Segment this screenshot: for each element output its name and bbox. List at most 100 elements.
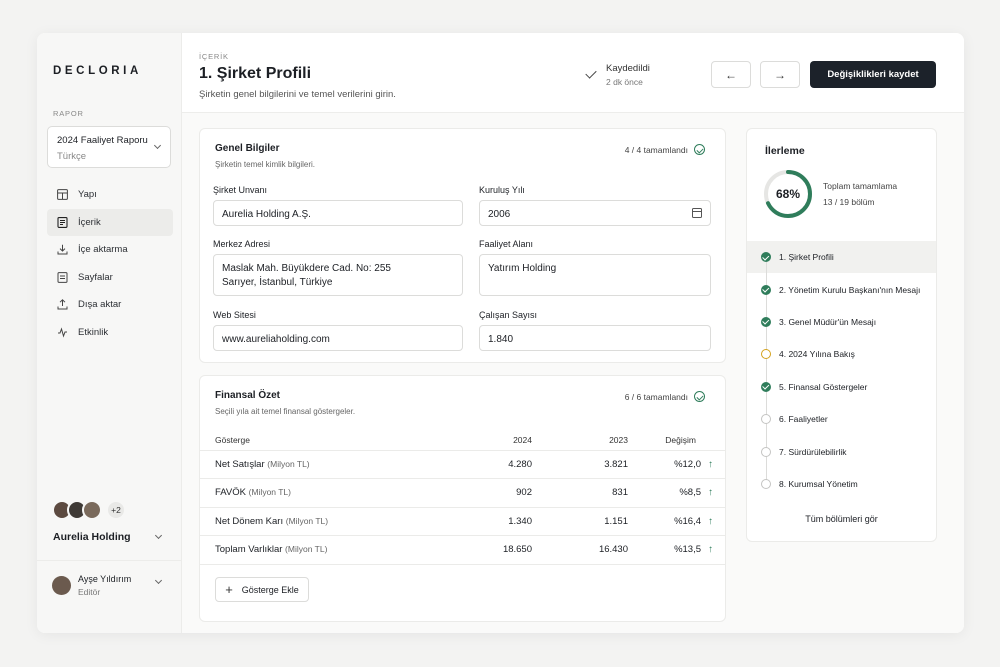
- progress-ring-fill: [764, 170, 812, 218]
- report-selector[interactable]: 2024 Faaliyet Raporu Türkçe: [47, 126, 171, 168]
- founded-year-input[interactable]: 2006: [479, 200, 711, 226]
- next-section-button[interactable]: →: [760, 61, 800, 88]
- completion-status: 4 / 4 tamamlandı: [625, 144, 705, 155]
- in-progress-icon: [761, 349, 771, 360]
- pending-circle-icon: [761, 478, 771, 489]
- arrow-left-icon: ←: [725, 67, 737, 82]
- metric-name: Toplam Varlıklar: [215, 544, 283, 556]
- add-indicator-button[interactable]: + Gösterge Ekle: [215, 577, 309, 602]
- calendar-icon[interactable]: [692, 208, 702, 218]
- chevron-down-icon[interactable]: [154, 531, 163, 540]
- activity-field-input[interactable]: Yatırım Holding: [479, 254, 711, 296]
- sidebar-item-yapi[interactable]: Yapı: [47, 181, 173, 209]
- collaborator-avatars[interactable]: +2: [52, 500, 126, 520]
- card-subtitle: Seçili yıla ait temel finansal göstergel…: [215, 407, 356, 416]
- step-item[interactable]: 3. Genel Müdür'ün Mesajı: [747, 306, 936, 338]
- save-changes-button[interactable]: Değişiklikleri kaydet: [810, 61, 936, 88]
- sidebar-item-icerik[interactable]: İçerik: [47, 208, 173, 236]
- step-item[interactable]: 4. 2024 Yılına Bakış: [747, 338, 936, 370]
- previous-section-button[interactable]: ←: [711, 61, 751, 88]
- field-label: Şirket Unvanı: [213, 185, 268, 195]
- general-info-card: Genel Bilgiler Şirketin temel kimlik bil…: [199, 128, 726, 363]
- value-2024[interactable]: 902: [442, 478, 532, 508]
- value-2023[interactable]: 3.821: [532, 450, 628, 479]
- progress-ring: [764, 170, 812, 218]
- sidebar-item-etkinlik[interactable]: Etkinlik: [47, 319, 173, 347]
- step-item[interactable]: 2. Yönetim Kurulu Başkanı'nın Mesajı: [747, 273, 936, 305]
- metric-name: Net Dönem Karı: [215, 515, 284, 527]
- chevron-down-icon[interactable]: [154, 576, 163, 585]
- website-input[interactable]: www.aureliaholding.com: [213, 325, 463, 351]
- step-label: 6. Faaliyetler: [779, 414, 828, 425]
- pending-circle-icon: [761, 414, 771, 425]
- step-label: 4. 2024 Yılına Bakış: [779, 349, 855, 360]
- table-row[interactable]: Net Satışlar (Milyon TL) 4.280 3.821 %12…: [200, 450, 725, 479]
- step-label: 7. Sürdürülebilirlik: [779, 446, 847, 457]
- field-label: Web Sitesi: [213, 310, 256, 320]
- sidebar-item-label: Yapı: [78, 189, 97, 201]
- sidebar: DECLORIA RAPOR 2024 Faaliyet Raporu Türk…: [37, 33, 182, 633]
- value-2023[interactable]: 831: [532, 478, 628, 508]
- save-status-label: Kaydedildi: [606, 63, 650, 74]
- step-item[interactable]: 6. Faaliyetler: [747, 403, 936, 435]
- completion-status: 6 / 6 tamamlandı: [625, 391, 705, 402]
- value-2024[interactable]: 1.340: [442, 507, 532, 536]
- change-value: %12,0: [674, 458, 701, 470]
- sidebar-item-label: Sayfalar: [78, 271, 113, 283]
- view-all-sections-link[interactable]: Tüm bölümleri gör: [805, 514, 878, 524]
- completed-check-icon: [761, 316, 771, 327]
- arrow-up-icon: ↑: [708, 544, 713, 556]
- add-indicator-label: Gösterge Ekle: [241, 584, 299, 595]
- pages-icon: [56, 271, 68, 283]
- value-2024[interactable]: 18.650: [442, 535, 532, 565]
- metric-unit: (Milyon TL): [267, 458, 310, 469]
- company-name-input[interactable]: Aurelia Holding A.Ş.: [213, 200, 463, 226]
- metric-name: FAVÖK: [215, 487, 246, 499]
- column-header: Değişim: [628, 430, 725, 451]
- address-textarea[interactable]: Maslak Mah. Büyükdere Cad. No: 255 Sarıy…: [213, 254, 463, 296]
- completed-check-icon: [761, 252, 771, 263]
- export-icon: [56, 299, 68, 311]
- sidebar-item-disa-aktar[interactable]: Dışa aktar: [47, 291, 173, 319]
- app-logo: DECLORIA: [53, 65, 142, 77]
- step-item[interactable]: 5. Finansal Göstergeler: [747, 371, 936, 403]
- sections-count: 13 / 19 bölüm: [823, 197, 875, 207]
- table-row[interactable]: Toplam Varlıklar (Milyon TL) 18.650 16.4…: [200, 535, 725, 565]
- user-menu[interactable]: Ayşe Yıldırım Editör: [52, 574, 131, 597]
- sidebar-item-label: İçerik: [78, 216, 101, 228]
- page-header: İÇERİK 1. Şirket Profili Şirketin genel …: [182, 33, 964, 113]
- value-2023[interactable]: 16.430: [532, 535, 628, 565]
- sidebar-nav: Yapı İçerik İçe aktarma Sayfalar: [47, 181, 173, 346]
- step-item[interactable]: 1. Şirket Profili: [747, 241, 936, 274]
- check-icon: [585, 67, 597, 79]
- column-header: Gösterge: [200, 430, 442, 451]
- activity-icon: [56, 326, 68, 338]
- table-row[interactable]: Net Dönem Karı (Milyon TL) 1.340 1.151 %…: [200, 507, 725, 536]
- more-collaborators-badge: +2: [106, 500, 126, 520]
- import-icon: [56, 244, 68, 256]
- sidebar-item-ice-aktarma[interactable]: İçe aktarma: [47, 236, 173, 264]
- avatar: [82, 500, 102, 520]
- layout-icon: [56, 189, 68, 201]
- app-window: DECLORIA RAPOR 2024 Faaliyet Raporu Türk…: [37, 33, 964, 633]
- sidebar-item-label: Dışa aktar: [78, 299, 122, 311]
- employee-count-input[interactable]: 1.840: [479, 325, 711, 351]
- check-circle-icon: [694, 391, 705, 402]
- step-item[interactable]: 7. Sürdürülebilirlik: [747, 435, 936, 467]
- company-name[interactable]: Aurelia Holding: [53, 531, 131, 543]
- progress-percent: 68%: [775, 187, 801, 201]
- table-row[interactable]: FAVÖK (Milyon TL) 902 831 %8,5 ↑: [200, 478, 725, 508]
- section-steps: 1. Şirket Profili 2. Yönetim Kurulu Başk…: [747, 241, 936, 500]
- value-2024[interactable]: 4.280: [442, 450, 532, 479]
- completed-check-icon: [761, 381, 771, 392]
- step-item[interactable]: 8. Kurumsal Yönetim: [747, 468, 936, 500]
- field-label: Merkez Adresi: [213, 239, 271, 249]
- address-line: Sarıyer, İstanbul, Türkiye: [222, 277, 333, 288]
- sidebar-item-sayfalar[interactable]: Sayfalar: [47, 264, 173, 292]
- user-role: Editör: [78, 587, 101, 597]
- value-2023[interactable]: 1.151: [532, 507, 628, 536]
- step-label: 3. Genel Müdür'ün Mesajı: [779, 316, 877, 327]
- column-header: 2024: [442, 430, 532, 451]
- completion-text: 4 / 4 tamamlandı: [624, 144, 688, 155]
- card-title: Genel Bilgiler: [215, 143, 280, 154]
